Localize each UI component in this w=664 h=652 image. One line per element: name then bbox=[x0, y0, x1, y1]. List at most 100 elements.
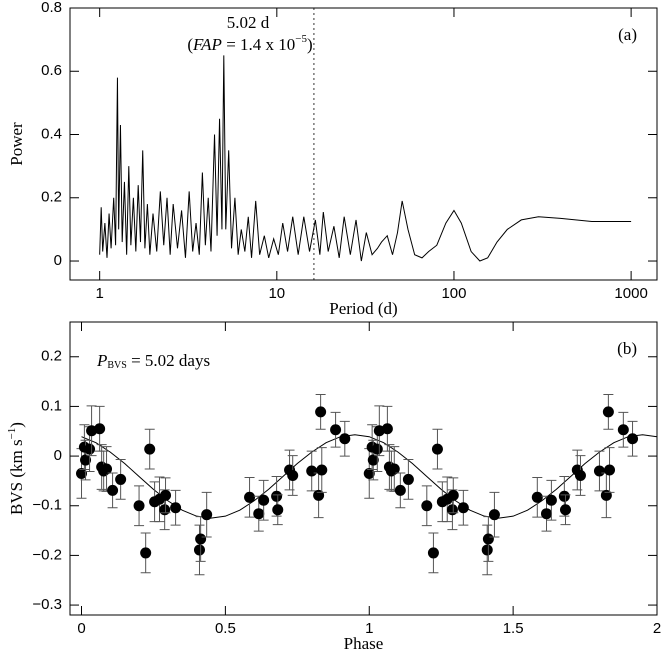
x-tick-label: 0.5 bbox=[215, 620, 236, 637]
data-point bbox=[84, 443, 96, 455]
data-point bbox=[306, 465, 318, 477]
annotation: 5.02 d bbox=[227, 13, 270, 32]
data-point bbox=[94, 423, 106, 435]
y-tick-label: −0.3 bbox=[32, 596, 62, 613]
plot-frame bbox=[69, 321, 658, 616]
data-point bbox=[193, 544, 205, 556]
y-axis-label-part: BVS (km s bbox=[7, 439, 26, 515]
data-point bbox=[76, 467, 88, 479]
data-point bbox=[144, 443, 156, 455]
data-point bbox=[107, 484, 119, 496]
data-point bbox=[617, 424, 629, 436]
data-point bbox=[159, 504, 171, 516]
x-tick-label: 1000 bbox=[614, 285, 647, 302]
data-point bbox=[541, 508, 553, 520]
panel-label: (a) bbox=[618, 25, 637, 44]
y-axis-label: Power bbox=[7, 122, 26, 166]
data-point bbox=[115, 473, 127, 485]
data-point bbox=[559, 504, 571, 516]
data-point bbox=[481, 544, 493, 556]
x-tick-label: 10 bbox=[268, 285, 285, 302]
x-axis-label: Phase bbox=[344, 634, 384, 652]
data-point bbox=[253, 508, 265, 520]
annotation: (FAP = 1.4 x 10−5) bbox=[187, 33, 312, 54]
data-point bbox=[339, 433, 351, 445]
y-tick-label: 0 bbox=[54, 252, 62, 269]
y-tick-label: 0.4 bbox=[41, 125, 62, 142]
data-point bbox=[160, 489, 172, 501]
annotation-part: ) bbox=[307, 35, 313, 54]
data-point bbox=[388, 463, 400, 475]
data-point bbox=[140, 547, 152, 559]
annotation-part: −5 bbox=[295, 33, 307, 45]
plot-frame bbox=[69, 7, 658, 281]
data-point bbox=[170, 502, 182, 514]
data-point bbox=[627, 433, 639, 445]
data-point bbox=[316, 464, 328, 476]
data-point bbox=[271, 490, 283, 502]
annotation-part: = 5.02 days bbox=[127, 351, 210, 370]
data-point bbox=[101, 463, 113, 475]
annotation: PBVS = 5.02 days bbox=[96, 351, 210, 371]
data-point bbox=[558, 490, 570, 502]
x-tick-label: 1 bbox=[95, 285, 103, 302]
x-axis-label: Period (d) bbox=[329, 299, 397, 318]
x-tick-label: 1.5 bbox=[503, 620, 524, 637]
data-point bbox=[394, 484, 406, 496]
y-tick-label: 0.2 bbox=[41, 189, 62, 206]
data-point bbox=[427, 547, 439, 559]
annotation-part: P bbox=[96, 351, 107, 370]
data-point bbox=[602, 406, 614, 418]
data-point bbox=[488, 509, 500, 521]
y-tick-label: 0.8 bbox=[41, 0, 62, 16]
data-point bbox=[80, 454, 92, 466]
data-point bbox=[381, 423, 393, 435]
annotation-part: = 1.4 x 10 bbox=[222, 35, 295, 54]
y-tick-label: 0 bbox=[54, 447, 62, 464]
y-tick-label: 0.6 bbox=[41, 62, 62, 79]
y-axis-label-part: −1 bbox=[6, 428, 18, 440]
data-point bbox=[421, 500, 433, 512]
data-point bbox=[244, 491, 256, 503]
y-tick-label: 0.2 bbox=[41, 348, 62, 365]
periodogram-line bbox=[99, 55, 632, 262]
data-point bbox=[313, 489, 325, 501]
y-tick-label: 0.1 bbox=[41, 397, 62, 414]
y-tick-label: −0.1 bbox=[32, 497, 62, 514]
annotation-part: ( bbox=[187, 35, 193, 54]
data-point bbox=[133, 500, 145, 512]
x-tick-label: 100 bbox=[441, 285, 466, 302]
y-axis-label: BVS (km s−1) bbox=[6, 422, 26, 515]
data-point bbox=[447, 489, 459, 501]
data-point bbox=[600, 489, 612, 501]
data-point bbox=[195, 533, 207, 545]
data-point bbox=[330, 424, 342, 436]
data-point bbox=[315, 406, 327, 418]
data-point bbox=[371, 443, 383, 455]
data-point bbox=[457, 502, 469, 514]
data-point bbox=[367, 454, 379, 466]
annotation-part: BVS bbox=[107, 360, 126, 371]
data-point bbox=[201, 509, 213, 521]
data-point bbox=[545, 494, 557, 506]
data-point bbox=[272, 504, 284, 516]
data-point bbox=[431, 443, 443, 455]
x-tick-label: 2 bbox=[653, 620, 661, 637]
data-point bbox=[258, 494, 270, 506]
x-tick-label: 1 bbox=[365, 620, 373, 637]
x-tick-label: 0 bbox=[77, 620, 85, 637]
data-point bbox=[593, 465, 605, 477]
data-point bbox=[531, 491, 543, 503]
data-point bbox=[482, 533, 494, 545]
data-point bbox=[446, 504, 458, 516]
y-axis-label-part: ) bbox=[7, 422, 26, 428]
data-point bbox=[402, 473, 414, 485]
data-point bbox=[574, 469, 586, 481]
data-point bbox=[287, 469, 299, 481]
data-point bbox=[604, 464, 616, 476]
panel-label: (b) bbox=[617, 339, 637, 358]
data-point bbox=[363, 467, 375, 479]
y-tick-label: −0.2 bbox=[32, 546, 62, 563]
annotation-part: FAP bbox=[192, 35, 222, 54]
